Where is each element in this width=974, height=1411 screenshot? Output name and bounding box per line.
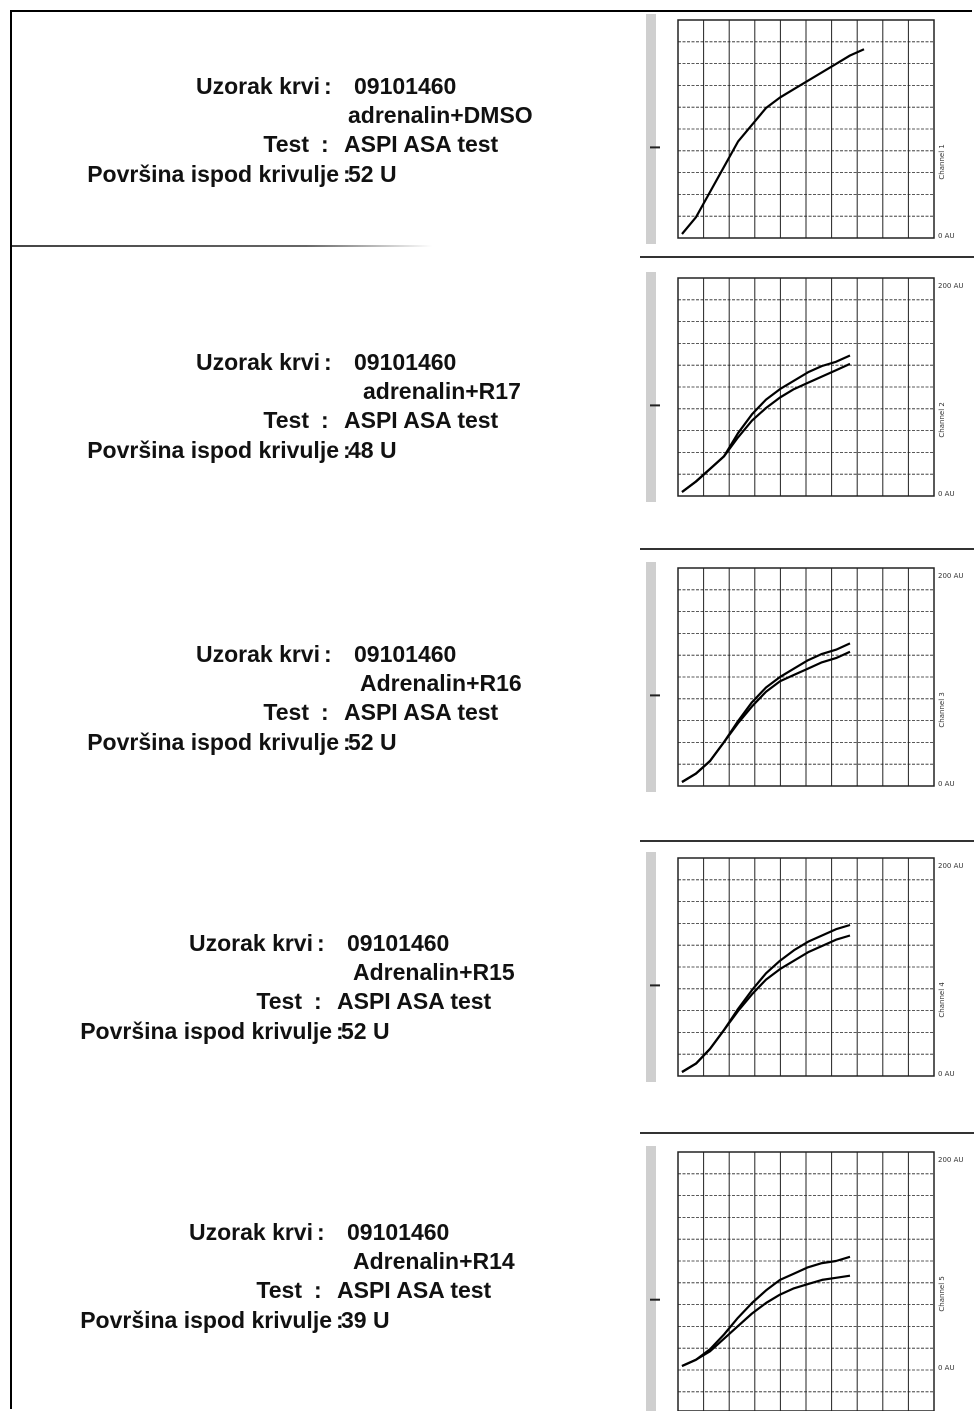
colon: : [321, 131, 329, 157]
chart-separator [640, 840, 974, 842]
scale-bottom-label: 0 AU [938, 1070, 955, 1078]
sample-id: 09101460 [354, 73, 457, 99]
scale-top-label: 200 AU [938, 282, 964, 290]
area-label: Površina ispod krivulje [80, 1307, 332, 1333]
scale-top-label: 200 AU [938, 1156, 964, 1164]
record-block: Uzorak krvi:09101460 Adrenalin+R14 Test: AS… [0, 1218, 633, 1338]
area-value: 48 U [348, 437, 397, 463]
chart-svg: Channel 1 0 AU [646, 14, 955, 244]
condition: adrenalin+DMSO [348, 102, 533, 128]
scan-edge [646, 1146, 656, 1411]
test-label: Test [263, 699, 309, 725]
sample-label: Uzorak krvi [195, 349, 320, 375]
colon: : [324, 641, 332, 667]
aggregation-chart: 200 AU Channel 5 0 AU [646, 1146, 974, 1411]
scan-edge [646, 14, 656, 244]
scale-bottom-label: 0 AU [938, 1364, 955, 1372]
colon: : [324, 349, 332, 375]
test-label: Test [256, 988, 302, 1014]
channel-label: Channel 1 [938, 144, 946, 179]
test-name: ASPI ASA test [337, 988, 492, 1014]
colon: : [314, 1277, 322, 1303]
scan-edge [646, 562, 656, 792]
scale-bottom-label: 0 AU [938, 490, 955, 498]
chart-svg: 200 AU Channel 3 0 AU [646, 562, 964, 792]
colon: : [314, 988, 322, 1014]
channel-label: Channel 3 [938, 692, 946, 727]
area-label: Površina ispod krivulje [87, 437, 339, 463]
chart-separator [640, 548, 974, 550]
area-value: 52 U [348, 161, 397, 187]
scale-top-label: 200 AU [938, 862, 964, 870]
sample-id: 09101460 [354, 641, 457, 667]
test-name: ASPI ASA test [344, 699, 499, 725]
chart-separator [640, 1132, 974, 1134]
sample-label: Uzorak krvi [195, 73, 320, 99]
test-label: Test [263, 407, 309, 433]
colon: : [321, 699, 329, 725]
aggregation-curve [681, 362, 851, 493]
chart-separator [640, 256, 974, 258]
test-name: ASPI ASA test [344, 407, 499, 433]
aggregation-chart: 200 AU Channel 4 0 AU [646, 852, 974, 1082]
channel-label: Channel 5 [938, 1276, 946, 1311]
channel-label: Channel 4 [938, 982, 946, 1018]
area-value: 39 U [341, 1307, 390, 1333]
record-separator [12, 245, 432, 247]
area-value: 52 U [348, 729, 397, 755]
condition: Adrenalin+R16 [360, 670, 522, 696]
scale-bottom-label: 0 AU [938, 232, 955, 240]
area-label: Površina ispod krivulje [87, 729, 339, 755]
test-label: Test [256, 1277, 302, 1303]
aggregation-chart: 200 AU Channel 3 0 AU [646, 562, 974, 792]
condition: Adrenalin+R14 [353, 1248, 515, 1274]
scale-top-label: 200 AU [938, 572, 964, 580]
chart-svg: 200 AU Channel 4 0 AU [646, 852, 964, 1082]
scale-bottom-label: 0 AU [938, 780, 955, 788]
colon: : [343, 161, 351, 187]
record-block: Uzorak krvi:09101460 adrenalin+DMSO Test: A… [0, 72, 640, 192]
aggregation-curve [681, 650, 851, 783]
colon: : [336, 1307, 344, 1333]
chart-svg: 200 AU Channel 5 0 AU [646, 1146, 964, 1411]
test-name: ASPI ASA test [344, 131, 499, 157]
sample-label: Uzorak krvi [188, 930, 313, 956]
area-label: Površina ispod krivulje [87, 161, 339, 187]
test-label: Test [263, 131, 309, 157]
area-label: Površina ispod krivulje [80, 1018, 332, 1044]
colon: : [317, 930, 325, 956]
aggregation-curve [681, 1255, 851, 1368]
channel-label: Channel 2 [938, 402, 946, 437]
colon: : [343, 437, 351, 463]
record-block: Uzorak krvi:09101460 adrenalin+R17 Test: AS… [0, 348, 640, 468]
colon: : [324, 73, 332, 99]
sample-label: Uzorak krvi [195, 641, 320, 667]
record-block: Uzorak krvi:09101460 Adrenalin+R16 Test: AS… [0, 640, 640, 760]
aggregation-chart: Channel 1 0 AU [646, 14, 974, 244]
aggregation-curve [681, 934, 851, 1073]
scan-edge [646, 272, 656, 502]
sample-id: 09101460 [354, 349, 457, 375]
area-value: 52 U [341, 1018, 390, 1044]
test-name: ASPI ASA test [337, 1277, 492, 1303]
colon: : [336, 1018, 344, 1044]
condition: Adrenalin+R15 [353, 959, 515, 985]
colon: : [321, 407, 329, 433]
colon: : [343, 729, 351, 755]
record-block: Uzorak krvi:09101460 Adrenalin+R15 Test: AS… [0, 929, 633, 1049]
scan-edge [646, 852, 656, 1082]
colon: : [317, 1219, 325, 1245]
condition: adrenalin+R17 [363, 378, 521, 404]
document-frame [10, 10, 972, 1409]
aggregation-curve [681, 1274, 851, 1368]
sample-id: 09101460 [347, 930, 450, 956]
aggregation-curve [681, 48, 865, 235]
sample-id: 09101460 [347, 1219, 450, 1245]
sample-label: Uzorak krvi [188, 1219, 313, 1245]
aggregation-chart: 200 AU Channel 2 0 AU [646, 272, 974, 502]
chart-svg: 200 AU Channel 2 0 AU [646, 272, 964, 502]
